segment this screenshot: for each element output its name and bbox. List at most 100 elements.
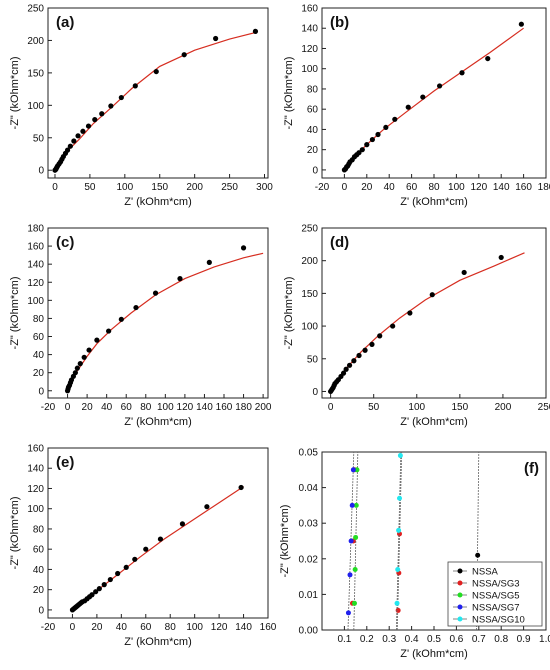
data-point bbox=[132, 83, 138, 89]
y-tick-label: 100 bbox=[27, 504, 44, 515]
data-point bbox=[71, 138, 77, 144]
x-axis-label: Z' (kOhm*cm) bbox=[400, 196, 467, 208]
series-line bbox=[476, 452, 480, 630]
x-tick-label: 100 bbox=[186, 622, 203, 633]
x-tick-label: 100 bbox=[448, 182, 465, 193]
x-tick-label: 0 bbox=[328, 402, 334, 413]
y-tick-label: 0 bbox=[312, 387, 318, 398]
y-tick-label: 140 bbox=[301, 24, 318, 35]
data-point bbox=[206, 259, 212, 265]
data-point bbox=[118, 94, 124, 101]
data-point bbox=[353, 534, 359, 540]
y-tick-label: 20 bbox=[33, 368, 45, 379]
y-tick-label: 40 bbox=[33, 350, 45, 361]
data-point bbox=[80, 128, 86, 134]
data-point bbox=[356, 352, 362, 359]
legend-entry: NSSA/SG3 bbox=[472, 579, 520, 590]
x-tick-label: 0.7 bbox=[472, 634, 486, 645]
data-point bbox=[407, 310, 413, 316]
data-point bbox=[240, 245, 247, 251]
y-tick-label: 140 bbox=[27, 464, 44, 475]
x-tick-label: 180 bbox=[538, 182, 550, 193]
data-point bbox=[213, 35, 219, 42]
y-tick-label: 140 bbox=[27, 260, 44, 271]
y-axis-label: -Z" (kOhm*cm) bbox=[9, 277, 21, 350]
data-point bbox=[354, 467, 360, 473]
data-point bbox=[93, 589, 99, 595]
data-point bbox=[181, 52, 187, 58]
series-line bbox=[395, 452, 402, 630]
x-tick-label: 0 bbox=[342, 182, 348, 193]
x-tick-label: 60 bbox=[121, 402, 133, 413]
x-tick-label: 140 bbox=[235, 622, 252, 633]
x-axis-label: Z' (kOhm*cm) bbox=[124, 196, 191, 208]
data-point bbox=[177, 276, 183, 282]
legend-marker bbox=[457, 604, 463, 610]
x-tick-label: 0.4 bbox=[405, 634, 419, 645]
data-point bbox=[143, 546, 149, 552]
x-axis-label: Z' (kOhm*cm) bbox=[400, 648, 467, 660]
data-point bbox=[74, 365, 80, 371]
plot-area bbox=[341, 21, 524, 173]
data-point bbox=[395, 566, 401, 572]
x-tick-label: 100 bbox=[408, 402, 425, 413]
legend-box bbox=[447, 561, 543, 627]
data-point bbox=[429, 292, 435, 298]
data-point bbox=[394, 600, 400, 606]
x-tick-label: 0.8 bbox=[494, 634, 508, 645]
panel-d: 0 50 100 150 200 250 0 50 100 150 200 250 Z' (kOhm*c… bbox=[283, 224, 550, 429]
y-tick-label: 0.03 bbox=[299, 519, 319, 530]
panel-e: -20 0 20 40 60 80 100 120 140 160 0 20 40 60 80 100 120 1… bbox=[9, 444, 277, 649]
y-tick-label: 0.04 bbox=[299, 483, 319, 494]
series-line bbox=[347, 452, 355, 630]
y-axis-label: -Z" (kOhm*cm) bbox=[283, 277, 295, 350]
data-point bbox=[153, 68, 159, 75]
x-tick-label: 0 bbox=[65, 402, 71, 413]
y-tick-label: 160 bbox=[27, 444, 44, 455]
data-point bbox=[92, 117, 98, 123]
x-tick-label: 140 bbox=[196, 402, 213, 413]
plot-frame bbox=[47, 447, 269, 619]
x-tick-label: 40 bbox=[384, 182, 396, 193]
panel-a: 0 50 100 150 200 250 300 0 50 100 150 200 250 Z' (kOh… bbox=[9, 4, 273, 209]
y-tick-label: 100 bbox=[301, 322, 318, 333]
x-tick-label: 40 bbox=[101, 402, 113, 413]
data-point bbox=[351, 600, 357, 606]
data-point bbox=[345, 610, 351, 616]
plot-frame bbox=[321, 227, 547, 399]
y-tick-label: 100 bbox=[27, 296, 44, 307]
data-point bbox=[392, 116, 398, 122]
y-tick-label: 80 bbox=[33, 524, 45, 535]
data-point bbox=[369, 341, 375, 347]
x-axis-label: Z' (kOhm*cm) bbox=[124, 636, 191, 648]
y-axis-label: -Z" (kOhm*cm) bbox=[9, 497, 21, 570]
panel-label: (c) bbox=[56, 234, 74, 251]
data-point bbox=[101, 582, 107, 588]
data-point bbox=[437, 83, 443, 89]
x-tick-label: 50 bbox=[84, 182, 96, 193]
x-tick-label: 120 bbox=[177, 402, 194, 413]
x-tick-label: 0.9 bbox=[517, 634, 531, 645]
x-tick-label: 160 bbox=[515, 182, 532, 193]
x-tick-label: 160 bbox=[216, 402, 233, 413]
panel-label: (e) bbox=[56, 454, 74, 471]
fit-line bbox=[67, 252, 264, 392]
x-tick-label: 120 bbox=[211, 622, 228, 633]
data-point bbox=[383, 124, 389, 131]
panel-b: -20 0 20 40 60 80 100 120 140 160 180 0 20 40 60 80 100 1… bbox=[283, 4, 550, 209]
data-point bbox=[395, 607, 401, 613]
data-point bbox=[152, 290, 159, 296]
y-tick-label: 0.01 bbox=[299, 590, 319, 601]
data-point bbox=[397, 495, 403, 501]
data-point bbox=[85, 123, 92, 129]
y-tick-label: 0 bbox=[38, 605, 44, 616]
data-point bbox=[123, 564, 129, 571]
data-point bbox=[348, 538, 354, 544]
x-tick-label: 200 bbox=[186, 182, 203, 193]
plot-frame bbox=[47, 7, 269, 179]
data-point bbox=[390, 323, 396, 329]
data-point bbox=[157, 536, 164, 542]
y-tick-label: 200 bbox=[27, 36, 44, 47]
data-point bbox=[359, 147, 365, 153]
x-tick-label: 0.6 bbox=[449, 634, 463, 645]
